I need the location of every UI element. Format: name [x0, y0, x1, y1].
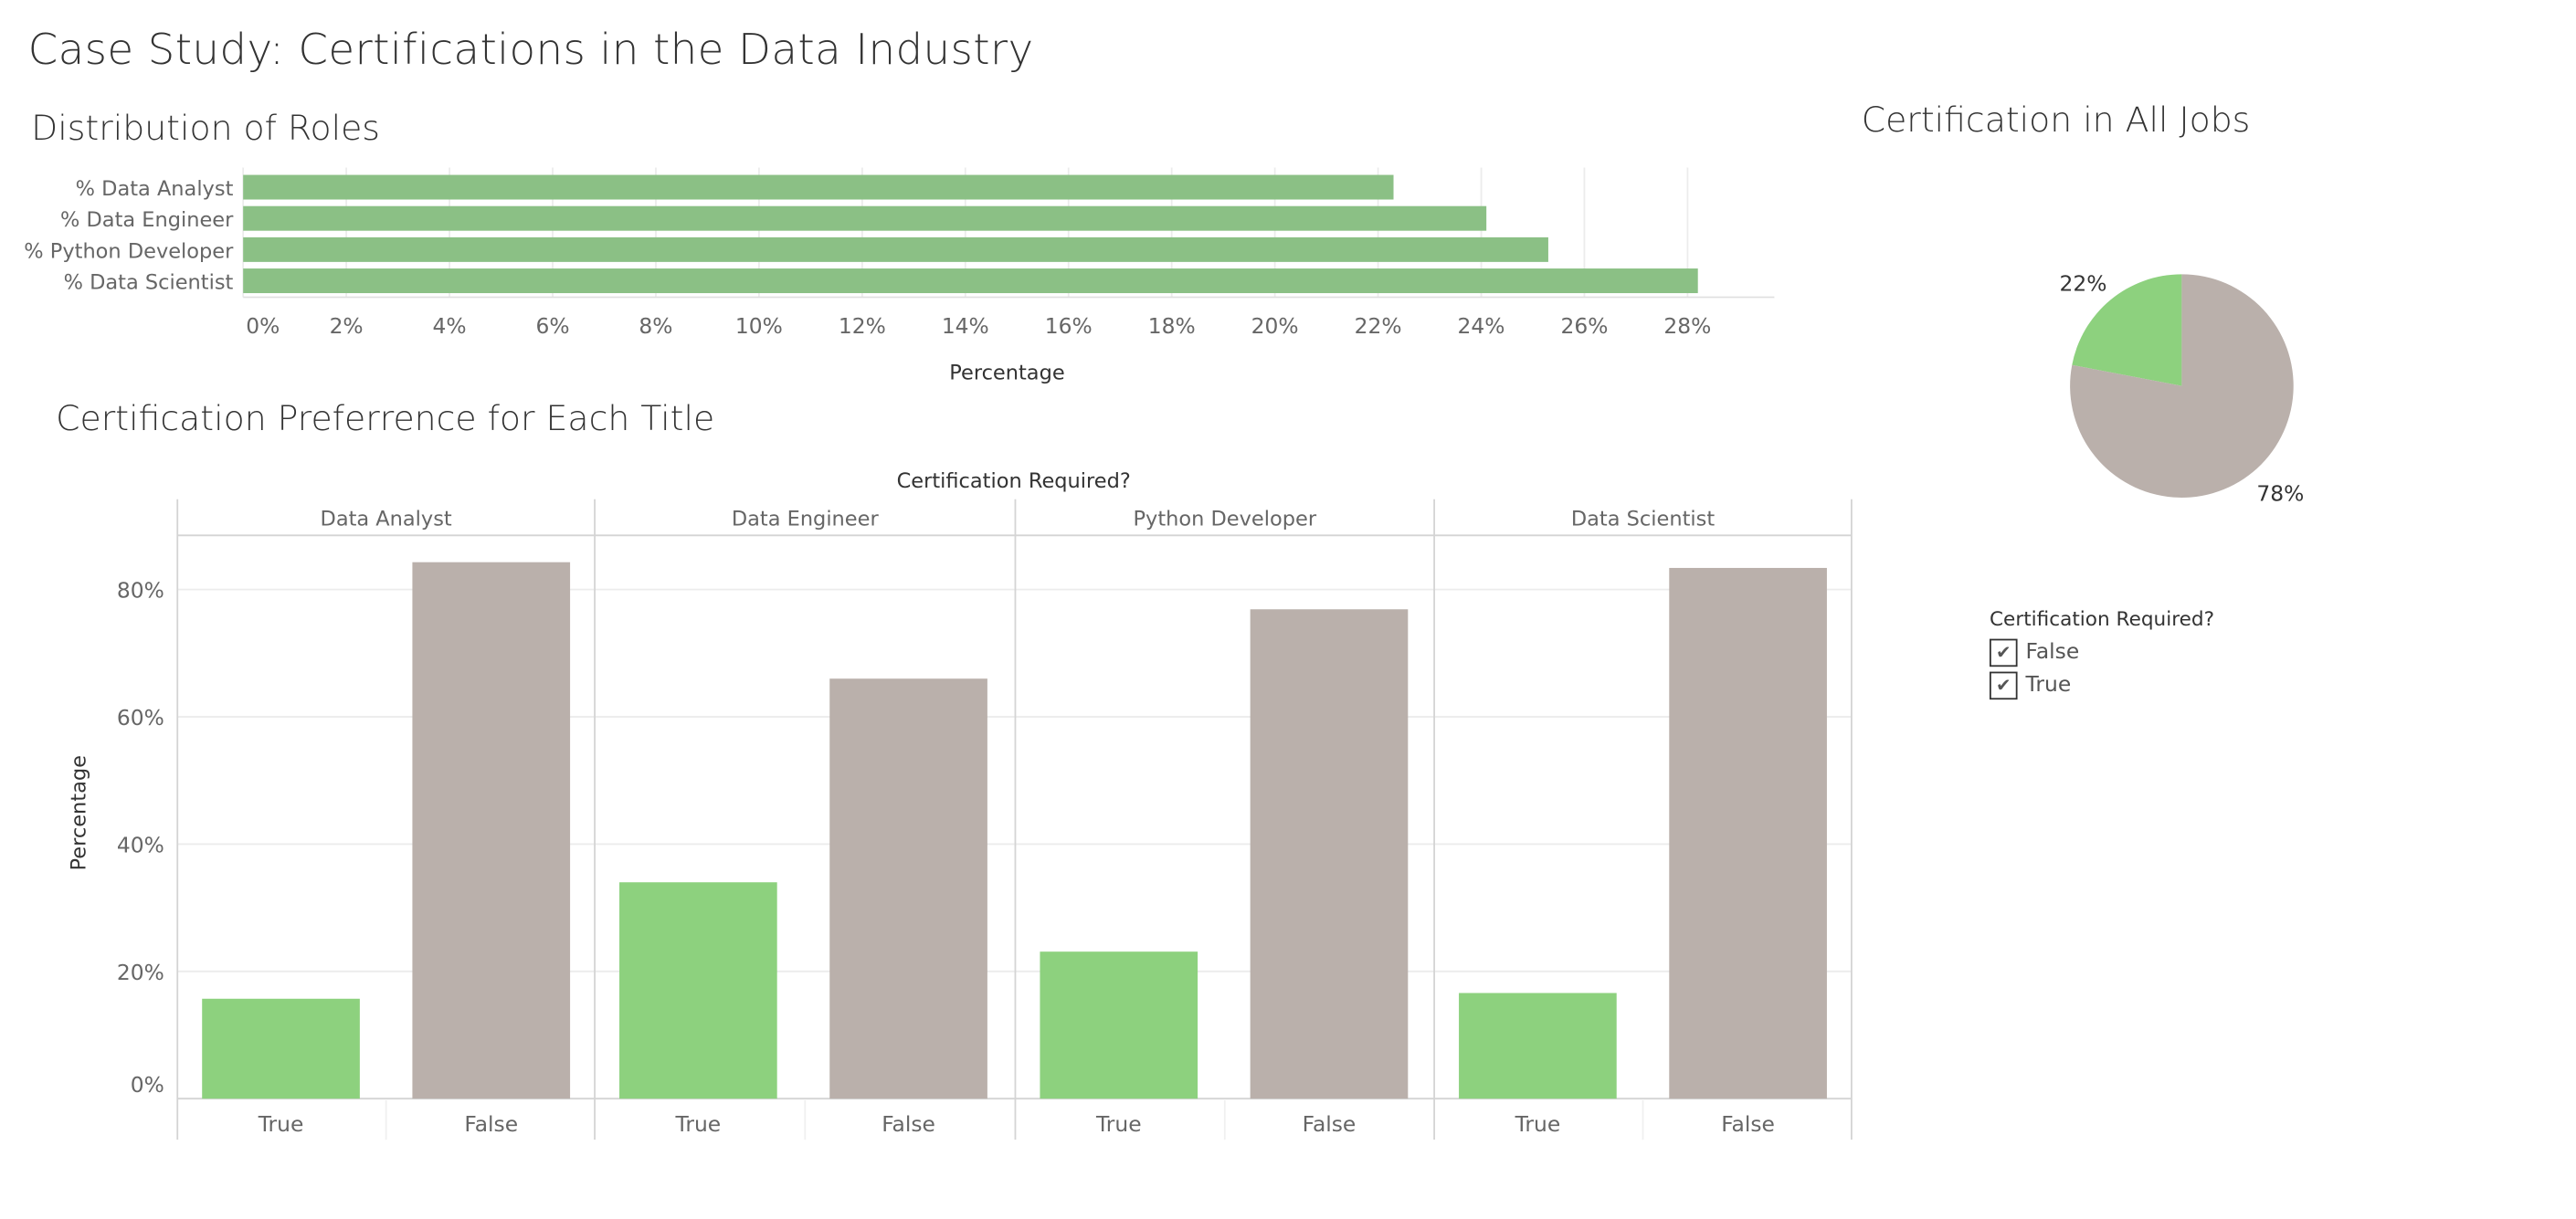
x-tick-label: 14% — [942, 313, 989, 339]
x-tick-label: 0% — [246, 313, 280, 339]
bar — [243, 236, 1548, 262]
x-tick-label: 26% — [1560, 313, 1608, 339]
x-tick-label: 22% — [1355, 313, 1402, 339]
pie-chart-title: Certification in All Jobs — [1861, 100, 2251, 140]
bar — [243, 174, 1394, 200]
pie-slice-true — [2072, 274, 2182, 386]
y-category-label: % Python Developer — [24, 239, 234, 263]
x-tick-label: 8% — [639, 313, 672, 339]
y-tick-label: 20% — [117, 960, 164, 985]
panel-title: Python Developer — [1133, 508, 1316, 531]
panel-title: Data Engineer — [732, 508, 880, 531]
pie-slice-false — [2070, 274, 2294, 498]
pie-data-label: 78% — [2256, 481, 2304, 507]
bar-false — [412, 562, 571, 1099]
x-category-label: False — [1303, 1111, 1357, 1137]
roles-chart-title: Distribution of Roles — [31, 108, 380, 148]
x-tick-label: 28% — [1663, 313, 1711, 339]
y-category-label: % Data Scientist — [64, 271, 234, 295]
bar — [243, 205, 1487, 231]
legend-title: Certification Required? — [1989, 607, 2215, 631]
bar-true — [619, 882, 777, 1099]
x-axis-title: Percentage — [949, 361, 1064, 384]
x-tick-label: 20% — [1251, 313, 1299, 339]
page-title: Case Study: Certifications in the Data I… — [27, 26, 1034, 76]
legend-item-true[interactable]: ✔ True — [1989, 668, 2214, 701]
bar-false — [1669, 567, 1827, 1099]
y-tick-label: 0% — [131, 1072, 164, 1098]
x-tick-label: 2% — [330, 313, 364, 339]
y-tick-label: 40% — [117, 832, 164, 857]
checkbox-checked-icon[interactable]: ✔ — [1989, 670, 2018, 699]
legend-label: False — [2025, 639, 2080, 665]
y-tick-label: 80% — [117, 578, 164, 604]
column-header: Certification Required? — [897, 469, 1131, 493]
legend: Certification Required? ✔ False ✔ True — [1989, 607, 2215, 701]
pie-data-label: 22% — [2060, 270, 2107, 296]
legend-label: True — [2025, 672, 2072, 698]
x-category-label: True — [258, 1111, 304, 1137]
x-tick-label: 24% — [1458, 313, 1505, 339]
bar-true — [1459, 993, 1617, 1099]
bar-false — [1250, 609, 1409, 1099]
bar-true — [1040, 951, 1198, 1099]
x-category-label: False — [882, 1111, 935, 1137]
x-category-label: True — [675, 1111, 722, 1137]
y-axis-title: Percentage — [68, 755, 91, 870]
x-tick-label: 6% — [535, 313, 569, 339]
preference-chart-title: Certification Preferrence for Each Title — [56, 399, 715, 439]
x-category-label: True — [1095, 1111, 1142, 1137]
checkbox-checked-icon[interactable]: ✔ — [1989, 637, 2018, 667]
x-category-label: False — [464, 1111, 518, 1137]
x-tick-label: 12% — [839, 313, 886, 339]
x-tick-label: 10% — [735, 313, 783, 339]
x-tick-label: 18% — [1148, 313, 1196, 339]
panel-title: Data Analyst — [321, 508, 452, 531]
x-category-label: True — [1515, 1111, 1561, 1137]
bar-true — [202, 998, 360, 1099]
x-tick-label: 4% — [433, 313, 467, 339]
y-category-label: % Data Engineer — [60, 208, 234, 232]
y-category-label: % Data Analyst — [76, 177, 234, 201]
legend-item-false[interactable]: ✔ False — [1989, 636, 2214, 668]
bar — [243, 268, 1698, 294]
y-tick-label: 60% — [117, 705, 164, 730]
bar-false — [829, 678, 987, 1099]
x-tick-label: 16% — [1045, 313, 1093, 339]
panel-title: Data Scientist — [1571, 508, 1715, 531]
x-category-label: False — [1721, 1111, 1775, 1137]
